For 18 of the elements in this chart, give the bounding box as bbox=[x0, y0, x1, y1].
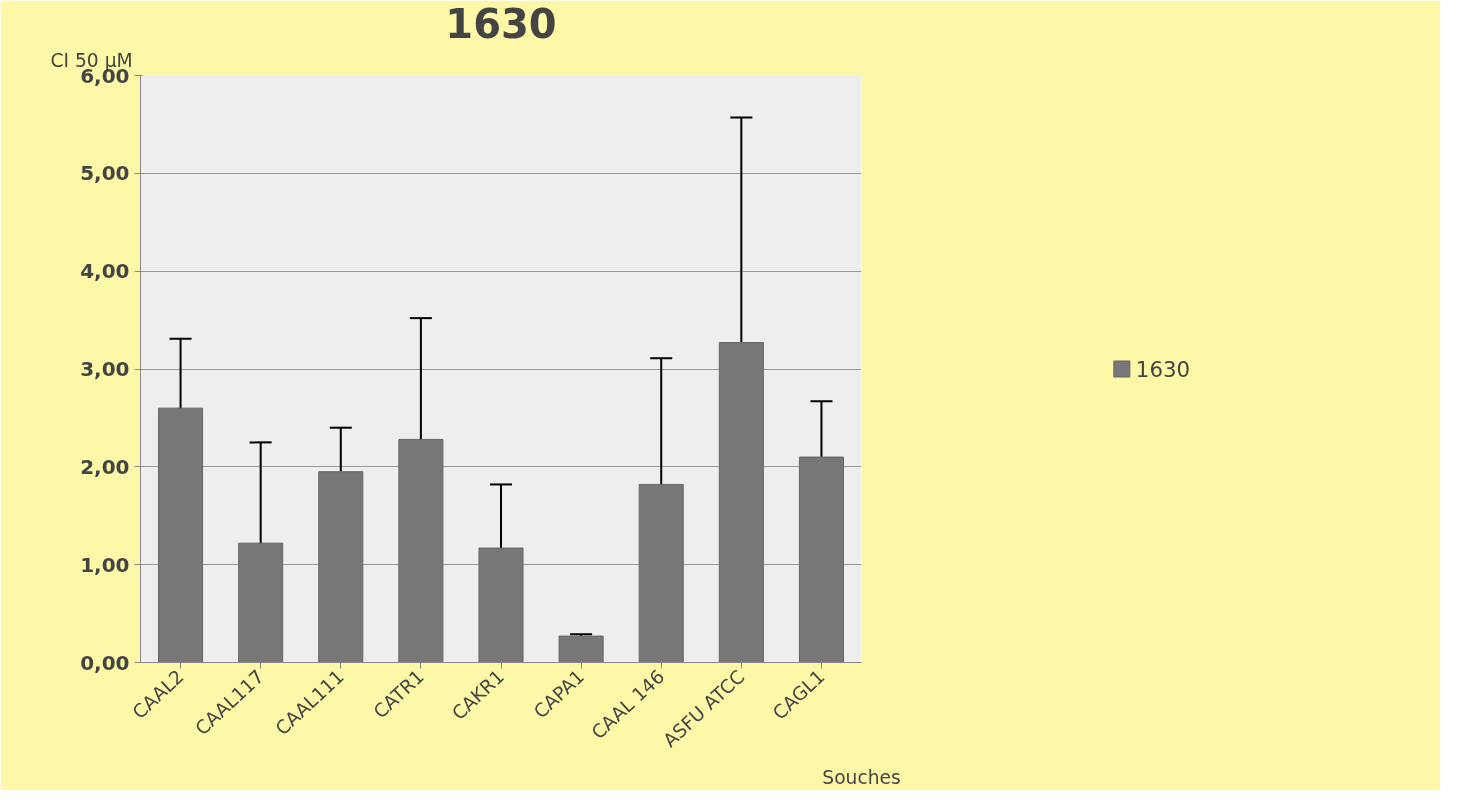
y-tick-label: 5,00 bbox=[80, 161, 130, 186]
y-tick-label: 0,00 bbox=[80, 650, 130, 675]
bar bbox=[238, 542, 284, 663]
bar bbox=[158, 407, 204, 663]
bar bbox=[798, 456, 844, 663]
bar bbox=[558, 635, 604, 663]
bar bbox=[718, 342, 764, 663]
bar bbox=[398, 438, 444, 663]
y-tick-label: 1,00 bbox=[80, 552, 130, 577]
y-tick-label: 4,00 bbox=[80, 259, 130, 284]
bar bbox=[638, 483, 684, 663]
x-axis-title: Souches bbox=[822, 766, 901, 788]
y-tick-label: 3,00 bbox=[80, 357, 130, 381]
legend-label: 1630 bbox=[1135, 356, 1191, 381]
bar bbox=[478, 547, 524, 663]
bar bbox=[318, 471, 364, 663]
chart-title: 1630 bbox=[445, 0, 557, 47]
y-tick-label: 2,00 bbox=[80, 454, 130, 479]
